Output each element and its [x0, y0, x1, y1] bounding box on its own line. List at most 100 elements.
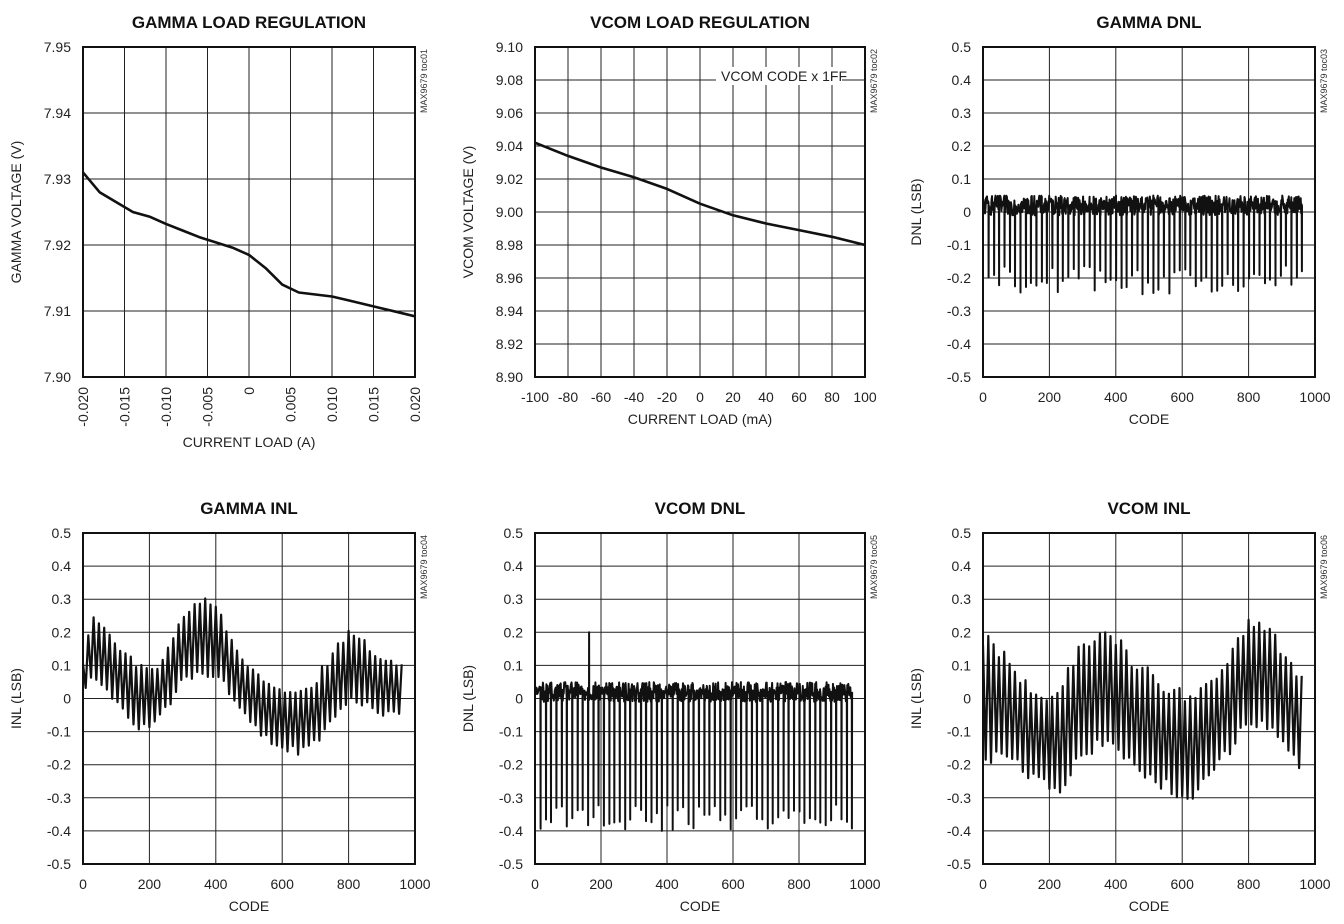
series-line: [983, 194, 1303, 296]
x-tick-label: 400: [1104, 389, 1128, 405]
y-tick-label: 0: [963, 204, 971, 220]
y-tick-label: -0.5: [947, 369, 971, 385]
y-tick-label: 0.2: [952, 624, 972, 640]
x-tick-label: 100: [853, 389, 877, 405]
x-tick-label: 0.020: [407, 387, 423, 422]
series-line: [535, 141, 865, 247]
y-tick-label: -0.1: [947, 724, 971, 740]
y-tick-label: -0.1: [499, 724, 523, 740]
y-tick-label: 9.00: [496, 204, 523, 220]
plot-frame: [82, 532, 416, 865]
y-tick-label: 7.90: [44, 369, 71, 385]
y-tick-label: -0.5: [947, 856, 971, 872]
x-tick-label: -0.005: [200, 387, 216, 427]
y-tick-label: 0.5: [504, 525, 524, 541]
x-tick-label: 0.010: [324, 387, 340, 422]
y-tick-label: -0.3: [947, 303, 971, 319]
y-tick-label: 0.3: [52, 591, 72, 607]
x-tick-label: 600: [721, 876, 745, 892]
y-tick-label: 0.2: [504, 624, 524, 640]
y-tick-label: 8.90: [496, 369, 523, 385]
plot-frame: [534, 46, 866, 378]
x-tick-label: 200: [1038, 389, 1062, 405]
x-tick-label: 800: [1237, 389, 1261, 405]
x-tick-label: -40: [624, 389, 644, 405]
y-tick-label: 0.4: [952, 72, 972, 88]
x-tick-label: 600: [271, 876, 295, 892]
chart-title: VCOM DNL: [655, 499, 746, 518]
x-axis-label: CODE: [1129, 898, 1169, 914]
y-tick-label: -0.5: [47, 856, 71, 872]
y-axis-label: DNL (LSB): [908, 178, 924, 245]
y-tick-label: 9.10: [496, 39, 523, 55]
plot-frame: [82, 46, 416, 378]
y-tick-label: 0: [515, 691, 523, 707]
x-tick-label: -60: [591, 389, 611, 405]
x-tick-label: -100: [521, 389, 549, 405]
x-axis-label: CURRENT LOAD (A): [183, 434, 316, 450]
y-tick-label: -0.2: [947, 270, 971, 286]
chart-title: VCOM INL: [1107, 499, 1190, 518]
annotation-background: [716, 67, 842, 85]
series-line: [535, 631, 854, 832]
x-tick-label: 800: [1237, 876, 1261, 892]
y-tick-label: 8.96: [496, 270, 523, 286]
chart-title: GAMMA LOAD REGULATION: [132, 13, 366, 32]
x-axis-label: CODE: [1129, 411, 1169, 427]
y-tick-label: 8.92: [496, 336, 523, 352]
y-tick-label: -0.4: [47, 823, 71, 839]
y-tick-label: 0.4: [952, 558, 972, 574]
x-tick-label: 1000: [1299, 389, 1330, 405]
y-tick-label: 0.1: [52, 657, 72, 673]
y-tick-label: 8.94: [496, 303, 523, 319]
x-tick-label: -0.015: [117, 387, 133, 427]
y-tick-label: -0.3: [47, 790, 71, 806]
x-tick-label: 60: [791, 389, 807, 405]
y-tick-label: 0.5: [52, 525, 72, 541]
x-tick-label: 200: [1038, 876, 1062, 892]
x-tick-label: 0.015: [366, 387, 382, 422]
x-tick-label: 400: [655, 876, 679, 892]
y-tick-label: 0.4: [504, 558, 524, 574]
chart-toc03: GAMMA DNL -0.5 -0.4 -0.3 -0.2 -0.1 0 0.1 0.2 0.3 0…: [908, 13, 1331, 427]
y-tick-label: -0.4: [947, 336, 971, 352]
y-tick-label: 0.4: [52, 558, 72, 574]
series-line: [83, 171, 415, 318]
y-tick-label: -0.1: [47, 724, 71, 740]
y-tick-label: -0.3: [947, 790, 971, 806]
y-axis-label: VCOM VOLTAGE (V): [460, 146, 476, 279]
y-tick-label: 0.3: [952, 591, 972, 607]
watermark-label: MAX9679 toc02: [869, 49, 879, 113]
x-axis-label: CODE: [229, 898, 269, 914]
y-axis-label: INL (LSB): [8, 668, 24, 729]
plot-frame: [982, 532, 1316, 865]
y-axis-label: DNL (LSB): [460, 665, 476, 732]
x-axis-label: CODE: [680, 898, 720, 914]
x-tick-label: 0: [241, 387, 257, 395]
x-tick-label: -80: [558, 389, 578, 405]
watermark-label: MAX9679 toc05: [869, 535, 879, 599]
plot-frame: [982, 46, 1316, 378]
y-tick-label: 0.1: [952, 657, 972, 673]
x-tick-label: 0.005: [283, 387, 299, 422]
series-line: [983, 618, 1303, 800]
x-tick-label: 0: [979, 389, 987, 405]
y-tick-label: 7.92: [44, 237, 71, 253]
y-tick-label: -0.2: [947, 757, 971, 773]
y-tick-label: -0.2: [499, 757, 523, 773]
x-tick-label: 800: [787, 876, 811, 892]
series-line: [83, 597, 403, 756]
x-tick-label: -0.010: [158, 387, 174, 427]
watermark-label: MAX9679 toc04: [419, 535, 429, 599]
x-tick-label: 200: [589, 876, 613, 892]
y-tick-label: 9.04: [496, 138, 523, 154]
x-tick-label: 800: [337, 876, 361, 892]
x-tick-label: 1000: [1299, 876, 1330, 892]
watermark-label: MAX9679 toc03: [1319, 49, 1329, 113]
x-tick-label: 0: [531, 876, 539, 892]
watermark-label: MAX9679 toc06: [1319, 535, 1329, 599]
y-tick-label: -0.4: [947, 823, 971, 839]
y-axis-label: GAMMA VOLTAGE (V): [8, 141, 24, 284]
y-tick-label: -0.2: [47, 757, 71, 773]
annotation-label: VCOM CODE x 1FF: [721, 68, 847, 84]
